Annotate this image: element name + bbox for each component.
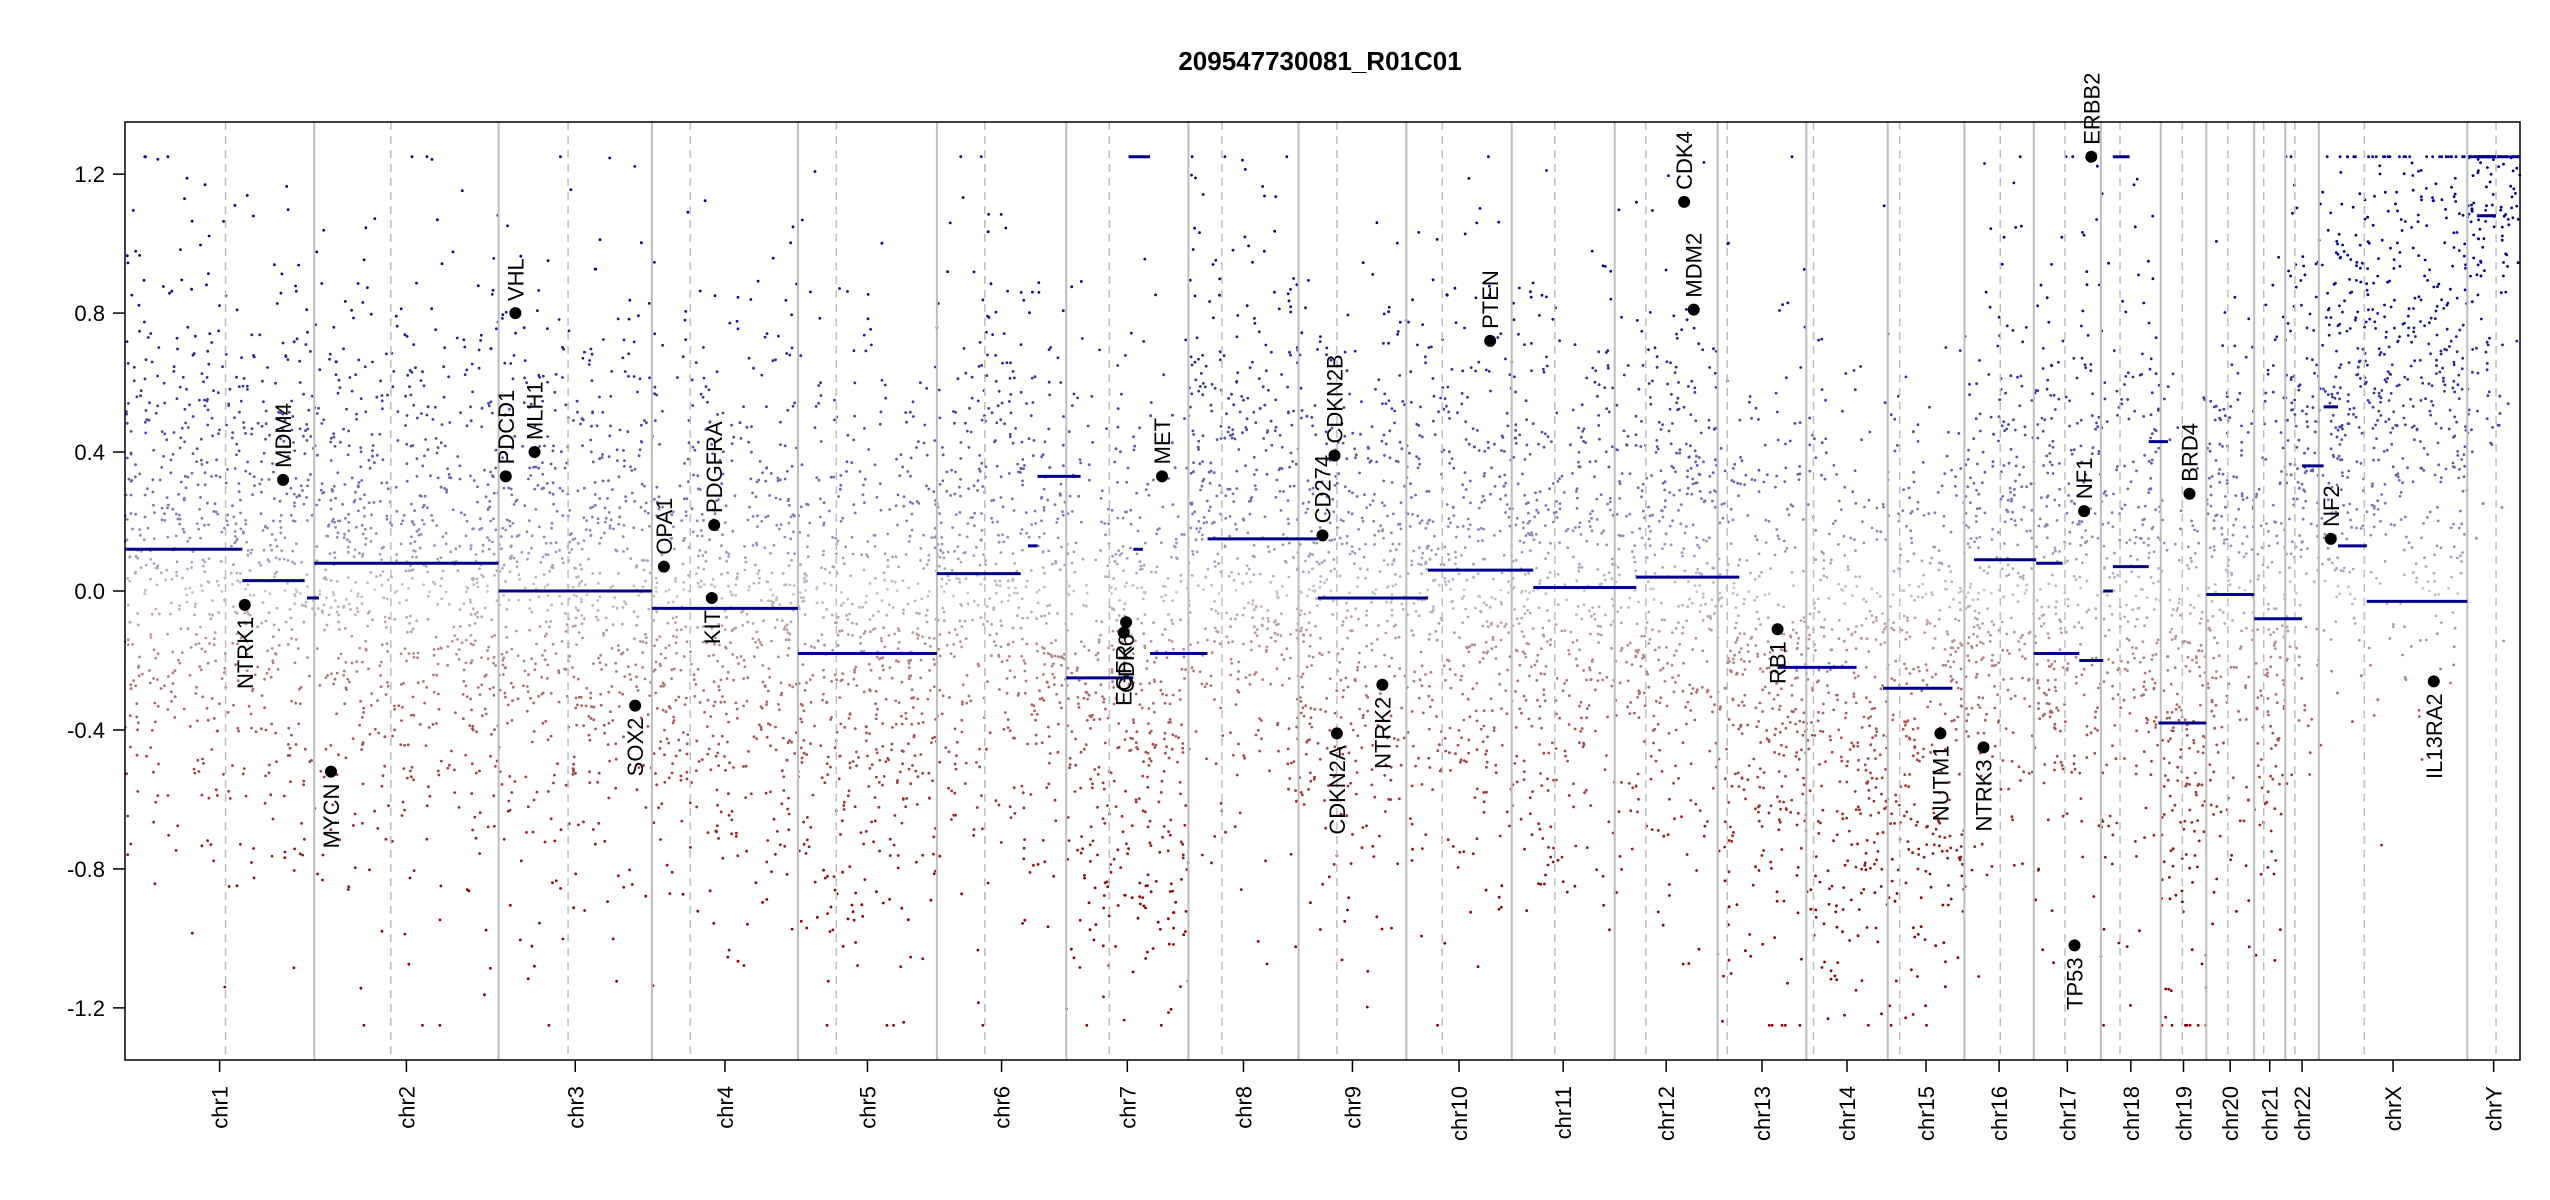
chromosome-label: chr14 bbox=[1835, 1086, 1860, 1141]
chromosome-label: chr20 bbox=[2218, 1086, 2243, 1141]
chart-title: 209547730081_R01C01 bbox=[1178, 46, 1461, 76]
chromosome-label: chr19 bbox=[2172, 1086, 2197, 1141]
chromosome-label: chr13 bbox=[1750, 1086, 1775, 1141]
y-tick-label: 0.0 bbox=[74, 579, 105, 604]
gene-label: MET bbox=[1150, 418, 1175, 464]
gene-point bbox=[499, 470, 512, 483]
gene-point bbox=[1156, 470, 1169, 483]
chromosome-label: chr3 bbox=[563, 1086, 588, 1129]
gene-point bbox=[238, 598, 251, 611]
gene-point bbox=[2068, 939, 2081, 952]
chromosome-label: chr7 bbox=[1115, 1086, 1140, 1129]
chromosome-label: chr8 bbox=[1231, 1086, 1256, 1129]
gene-label: NF2 bbox=[2319, 485, 2344, 527]
gene-point bbox=[1328, 449, 1341, 462]
gene-label: BRD4 bbox=[2177, 423, 2202, 482]
gene-label: RB1 bbox=[1766, 641, 1791, 684]
gene-label: CDK4 bbox=[1672, 131, 1697, 190]
gene-label: NF1 bbox=[2072, 458, 2097, 500]
gene-point bbox=[1687, 303, 1700, 316]
chromosome-label: chr10 bbox=[1447, 1086, 1472, 1141]
gene-point bbox=[1376, 678, 1389, 691]
y-tick-label: 1.2 bbox=[74, 162, 105, 187]
gene-label: PTEN bbox=[1478, 270, 1503, 329]
gene-label: CDK6 bbox=[1114, 634, 1139, 693]
gene-label: MYCN bbox=[319, 784, 344, 849]
plot-frame bbox=[124, 121, 2521, 1061]
gene-point bbox=[1678, 195, 1691, 208]
y-tick-label: -1.2 bbox=[67, 996, 105, 1021]
gene-point bbox=[1484, 334, 1497, 347]
gene-point bbox=[509, 307, 522, 320]
gene-markers-layer: NTRK1 MDM4 MYCN PDCD1 VHL MLH1 SOX2 OPA1 KIT PDGF… bbox=[233, 73, 2447, 1010]
gene-label: IL13RA2 bbox=[2422, 693, 2447, 779]
gene-point bbox=[1120, 616, 1133, 629]
gene-point bbox=[657, 560, 670, 573]
gene-point bbox=[324, 765, 337, 778]
gene-label: MLH1 bbox=[523, 381, 548, 440]
chromosome-label: chr12 bbox=[1654, 1086, 1679, 1141]
gene-label: PDGFRA bbox=[702, 421, 727, 513]
gene-label: KIT bbox=[700, 610, 725, 644]
chromosome-label: chr22 bbox=[2290, 1086, 2315, 1141]
chromosome-label: chrX bbox=[2381, 1086, 2406, 1132]
gene-point bbox=[708, 518, 721, 531]
gene-point bbox=[1330, 727, 1343, 740]
gene-point bbox=[2183, 487, 2196, 500]
chromosome-label: chr11 bbox=[1551, 1086, 1576, 1139]
gene-point bbox=[2085, 150, 2098, 163]
gene-point bbox=[1316, 529, 1329, 542]
gene-point bbox=[1977, 741, 1990, 754]
chromosome-label: chr4 bbox=[713, 1086, 738, 1129]
gene-point bbox=[629, 699, 642, 712]
gene-label: CDKN2B bbox=[1322, 354, 1347, 443]
gene-label: OPA1 bbox=[652, 498, 677, 555]
gene-label: VHL bbox=[503, 258, 528, 301]
gene-label: MDM2 bbox=[1682, 233, 1707, 298]
chromosome-label: chr17 bbox=[2055, 1086, 2080, 1141]
chromosome-label: chr2 bbox=[394, 1086, 419, 1129]
gene-label: NTRK2 bbox=[1370, 697, 1395, 769]
chromosome-label: chr5 bbox=[855, 1086, 880, 1129]
y-tick-label: 0.4 bbox=[74, 440, 105, 465]
chromosome-label: chr9 bbox=[1340, 1086, 1365, 1129]
y-tick-label: -0.4 bbox=[67, 718, 105, 743]
chromosome-label: chrY bbox=[2482, 1086, 2507, 1132]
gene-point bbox=[528, 446, 541, 459]
chromosome-label: chr18 bbox=[2119, 1086, 2144, 1141]
gene-point bbox=[1934, 727, 1947, 740]
gene-point bbox=[1117, 626, 1130, 639]
chromosome-label: chr1 bbox=[208, 1086, 233, 1129]
segments-layer bbox=[125, 155, 2497, 725]
chromosome-label: chr21 bbox=[2258, 1086, 2283, 1141]
gene-point bbox=[705, 591, 718, 604]
gene-point bbox=[2078, 505, 2091, 518]
gene-label: TP53 bbox=[2063, 957, 2088, 1010]
gene-label: SOX2 bbox=[623, 718, 648, 777]
chromosome-label: chr6 bbox=[990, 1086, 1015, 1129]
gene-label: NTRK3 bbox=[1972, 759, 1997, 831]
gene-point bbox=[2324, 532, 2337, 545]
gene-label: CD274 bbox=[1311, 455, 1336, 523]
gene-label: ERBB2 bbox=[2079, 73, 2104, 145]
gene-label: PDCD1 bbox=[494, 390, 519, 465]
gene-point bbox=[277, 473, 290, 486]
gene-label: NTRK1 bbox=[233, 617, 258, 689]
y-tick-label: 0.8 bbox=[74, 301, 105, 326]
gene-label: CDKN2A bbox=[1325, 745, 1350, 835]
gene-label: MDM4 bbox=[271, 403, 296, 468]
gene-point bbox=[1771, 623, 1784, 636]
gene-point bbox=[2427, 675, 2440, 688]
chromosome-label: chr16 bbox=[1987, 1086, 2012, 1141]
y-tick-label: -0.8 bbox=[67, 857, 105, 882]
gene-label: NUTM1 bbox=[1928, 745, 1953, 821]
gene-label: EGFR bbox=[1112, 645, 1137, 706]
axes-layer: -1.2 -0.8 -0.4 0.0 0.4 0.8 1.2 chr1 chr2 chr3 chr4… bbox=[67, 162, 2507, 1141]
chromosome-label: chr15 bbox=[1914, 1086, 1939, 1141]
